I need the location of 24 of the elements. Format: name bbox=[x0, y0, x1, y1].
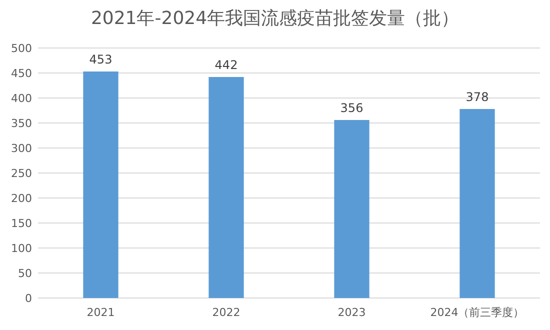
bar bbox=[83, 72, 118, 298]
data-label: 356 bbox=[340, 101, 364, 115]
data-label: 378 bbox=[466, 90, 489, 104]
y-tick-label: 50 bbox=[18, 266, 32, 280]
y-tick-label: 500 bbox=[11, 42, 32, 55]
x-tick-label: 2021 bbox=[86, 306, 115, 319]
y-tick-label: 400 bbox=[11, 92, 32, 105]
y-tick-label: 0 bbox=[25, 292, 32, 305]
x-tick-label: 2023 bbox=[338, 306, 366, 319]
chart-title: 2021年-2024年我国流感疫苗批签发量（批） bbox=[90, 8, 460, 29]
bar bbox=[460, 109, 495, 298]
y-tick-label: 100 bbox=[11, 242, 32, 255]
y-tick-label: 200 bbox=[11, 192, 32, 205]
bar bbox=[208, 77, 244, 298]
x-tick-label: 2022 bbox=[212, 306, 240, 319]
y-tick-label: 150 bbox=[11, 216, 32, 230]
data-label: 453 bbox=[89, 52, 112, 66]
y-tick-label: 450 bbox=[11, 66, 32, 80]
x-tick-label: 2024（前三季度） bbox=[430, 306, 524, 319]
y-tick-label: 300 bbox=[11, 142, 32, 155]
y-tick-label: 250 bbox=[11, 166, 32, 180]
y-tick-label: 350 bbox=[11, 116, 32, 130]
data-label: 442 bbox=[214, 58, 238, 72]
bar bbox=[334, 120, 370, 298]
